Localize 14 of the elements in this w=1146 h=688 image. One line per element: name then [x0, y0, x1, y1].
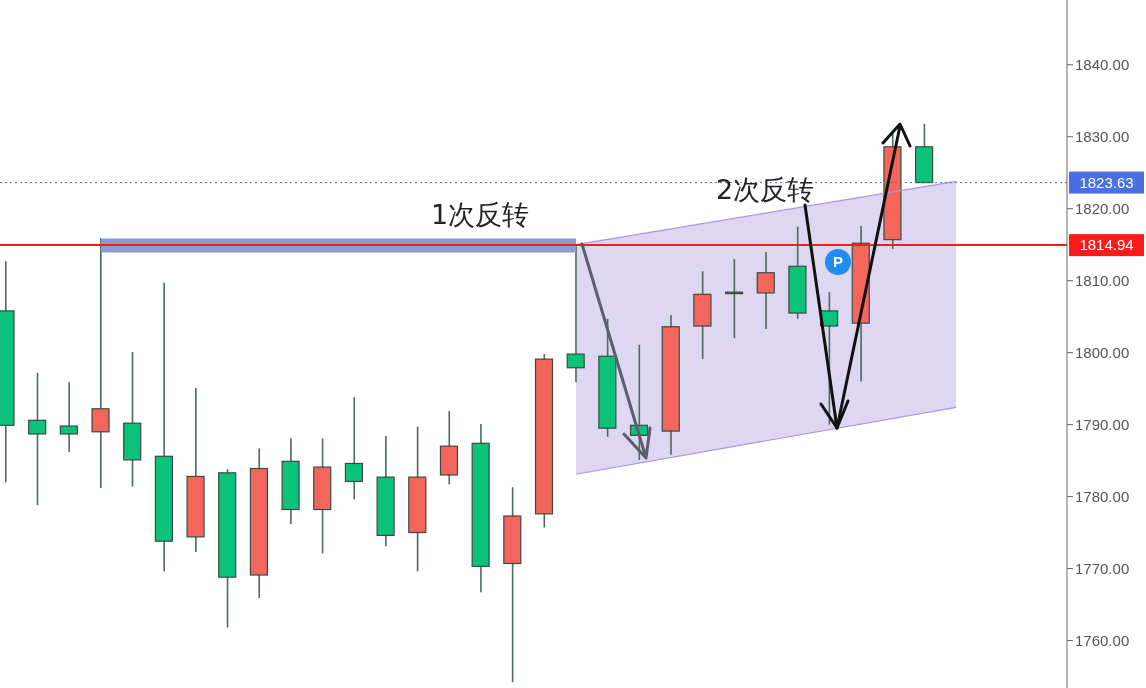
ref-line-label: 1823.63	[1079, 173, 1134, 191]
y-tick-label: 1800.00	[1075, 343, 1130, 361]
y-tick-label: 1770.00	[1075, 559, 1130, 577]
ref-line-label: 1814.94	[1079, 236, 1134, 254]
y-tick-label: 1780.00	[1075, 487, 1130, 505]
annotation: P	[825, 249, 851, 275]
y-tick-label: 1810.00	[1075, 271, 1130, 289]
y-tick-label: 1820.00	[1075, 200, 1130, 218]
y-tick-label: 1840.00	[1075, 56, 1130, 74]
y-tick-label: 1830.00	[1075, 128, 1130, 146]
annotation: 2次反转	[714, 173, 816, 207]
y-tick-label: 1790.00	[1075, 415, 1130, 433]
annotation: 1次反转	[429, 198, 531, 232]
y-tick-label: 1760.00	[1075, 631, 1130, 649]
